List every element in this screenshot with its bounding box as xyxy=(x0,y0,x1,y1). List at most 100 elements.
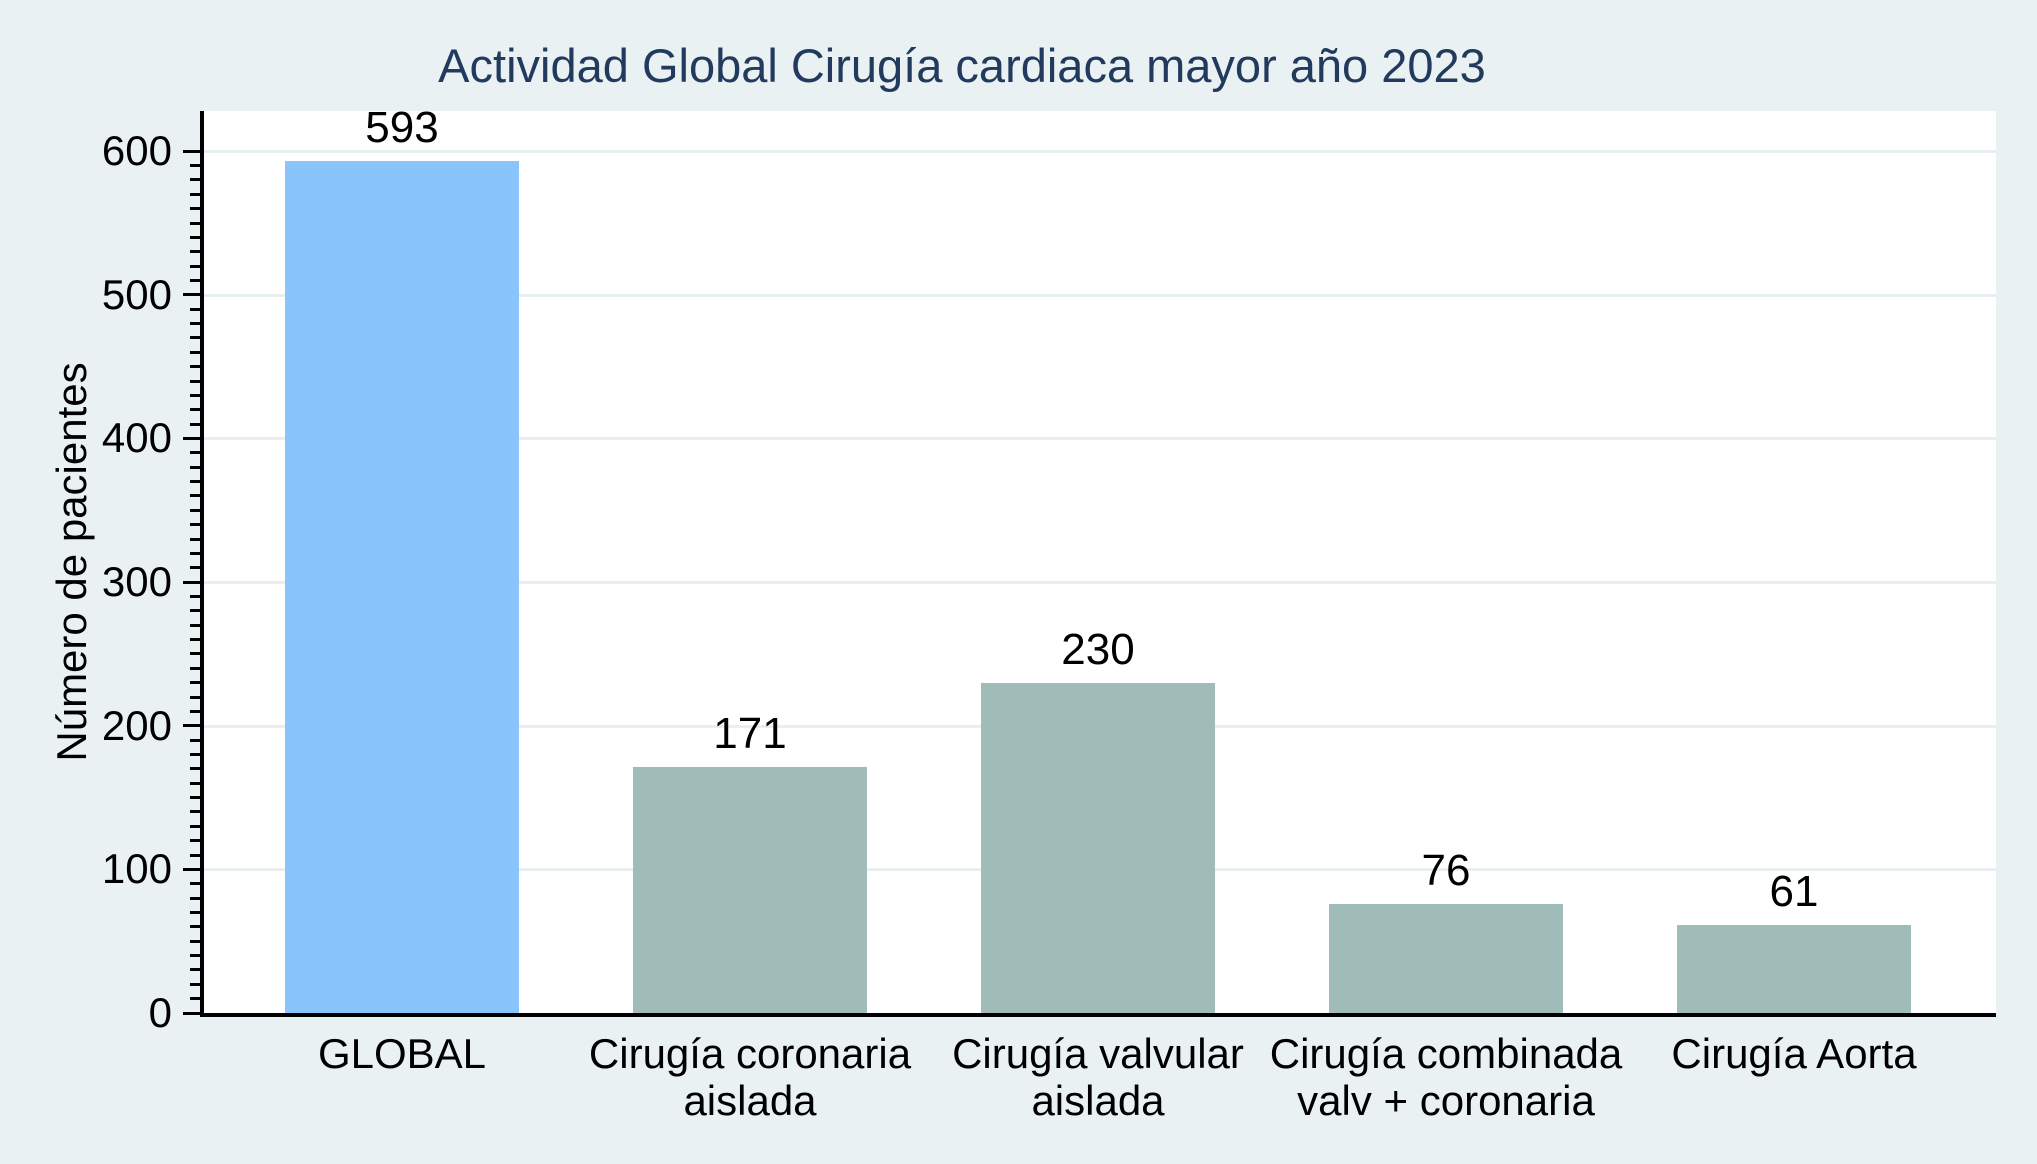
y-tick-minor xyxy=(190,796,200,800)
y-tick-minor xyxy=(190,695,200,699)
y-tick-minor xyxy=(190,997,200,1001)
y-tick-minor xyxy=(190,623,200,627)
y-tick-minor xyxy=(190,164,200,168)
bar xyxy=(981,682,1215,1013)
y-tick-minor xyxy=(190,350,200,354)
category-label: Cirugía combinada valv + coronaria xyxy=(1270,1030,1623,1124)
y-tick-minor xyxy=(190,537,200,541)
gridline xyxy=(204,437,1996,441)
y-tick-minor xyxy=(190,939,200,943)
y-tick-minor xyxy=(190,192,200,196)
category-label-line: valv + coronaria xyxy=(1297,1077,1595,1124)
y-tick-minor xyxy=(190,322,200,326)
gridline xyxy=(204,293,1996,297)
y-tick-minor xyxy=(190,968,200,972)
y-tick-minor xyxy=(190,250,200,254)
y-tick-label: 300 xyxy=(101,558,172,606)
y-tick-minor xyxy=(190,896,200,900)
y-axis-line xyxy=(200,111,204,1017)
y-tick-minor xyxy=(190,307,200,311)
y-tick-major xyxy=(183,293,200,297)
y-tick-minor xyxy=(190,982,200,986)
y-tick-label: 400 xyxy=(101,414,172,462)
y-tick-minor xyxy=(190,839,200,843)
y-tick-minor xyxy=(190,494,200,498)
y-tick-minor xyxy=(190,882,200,886)
y-tick-minor xyxy=(190,752,200,756)
y-tick-minor xyxy=(190,925,200,929)
category-label-line: aislada xyxy=(1031,1077,1165,1124)
y-tick-minor xyxy=(190,379,200,383)
y-tick-major xyxy=(183,580,200,584)
bar xyxy=(285,161,519,1013)
y-tick-major xyxy=(183,867,200,871)
y-tick-minor xyxy=(190,609,200,613)
y-tick-minor xyxy=(190,278,200,282)
bar-value-label: 61 xyxy=(1769,867,1819,917)
category-label-line: GLOBAL xyxy=(317,1030,487,1077)
y-tick-minor xyxy=(190,652,200,656)
bar xyxy=(1677,925,1911,1013)
y-tick-minor xyxy=(190,451,200,455)
category-label-line: Cirugía coronaria xyxy=(588,1030,912,1077)
y-tick-minor xyxy=(190,681,200,685)
y-tick-minor xyxy=(190,551,200,555)
y-tick-minor xyxy=(190,824,200,828)
y-tick-minor xyxy=(190,365,200,369)
gridline xyxy=(204,150,1996,154)
y-tick-minor xyxy=(190,738,200,742)
y-tick-minor xyxy=(190,264,200,268)
y-tick-minor xyxy=(190,594,200,598)
bar-value-label: 76 xyxy=(1421,845,1471,895)
y-tick-minor xyxy=(190,178,200,182)
y-tick-minor xyxy=(190,221,200,225)
category-label-line: aislada xyxy=(683,1077,817,1124)
x-axis-line xyxy=(200,1013,1996,1017)
y-tick-label: 200 xyxy=(101,701,172,749)
y-tick-minor xyxy=(190,508,200,512)
y-tick-label: 0 xyxy=(148,989,172,1036)
y-tick-minor xyxy=(190,709,200,713)
bar-value-label: 230 xyxy=(1061,624,1135,674)
gridline xyxy=(204,581,1996,585)
bar-value-label: 593 xyxy=(365,103,439,153)
y-tick-label: 500 xyxy=(101,270,172,318)
bar xyxy=(633,767,867,1013)
y-tick-minor xyxy=(190,207,200,211)
y-tick-minor xyxy=(190,480,200,484)
y-tick-major xyxy=(183,436,200,440)
y-tick-minor xyxy=(190,393,200,397)
y-tick-major xyxy=(183,724,200,728)
y-tick-minor xyxy=(190,954,200,958)
category-label: Cirugía coronaria aislada xyxy=(589,1030,911,1124)
y-tick-minor xyxy=(190,781,200,785)
y-tick-major xyxy=(183,1011,200,1015)
y-tick-minor xyxy=(190,422,200,426)
bar xyxy=(1329,903,1563,1013)
y-tick-minor xyxy=(190,853,200,857)
chart-title: Actividad Global Cirugía cardiaca mayor … xyxy=(438,39,1486,92)
y-tick-minor xyxy=(190,235,200,239)
y-tick-minor xyxy=(190,465,200,469)
y-tick-label: 100 xyxy=(101,845,172,893)
category-label: Cirugía Aorta xyxy=(1671,1030,1916,1077)
y-tick-minor xyxy=(190,638,200,642)
category-label-line: Cirugía valvular xyxy=(952,1030,1244,1077)
y-tick-minor xyxy=(190,910,200,914)
category-label-line: Cirugía Aorta xyxy=(1671,1030,1917,1077)
category-label: GLOBAL xyxy=(318,1030,486,1077)
y-tick-minor xyxy=(190,408,200,412)
y-tick-minor xyxy=(190,666,200,670)
bar-value-label: 171 xyxy=(713,709,787,759)
y-tick-minor xyxy=(190,566,200,570)
category-label-line: Cirugía combinada xyxy=(1269,1030,1623,1077)
y-tick-label: 600 xyxy=(101,127,172,175)
y-tick-minor xyxy=(190,336,200,340)
y-tick-minor xyxy=(190,810,200,814)
category-label: Cirugía valvular aislada xyxy=(952,1030,1244,1124)
plot-area: 593 171 230 76 61 xyxy=(204,103,1996,1013)
y-tick-minor xyxy=(190,523,200,527)
y-tick-major xyxy=(183,149,200,153)
y-tick-minor xyxy=(190,767,200,771)
